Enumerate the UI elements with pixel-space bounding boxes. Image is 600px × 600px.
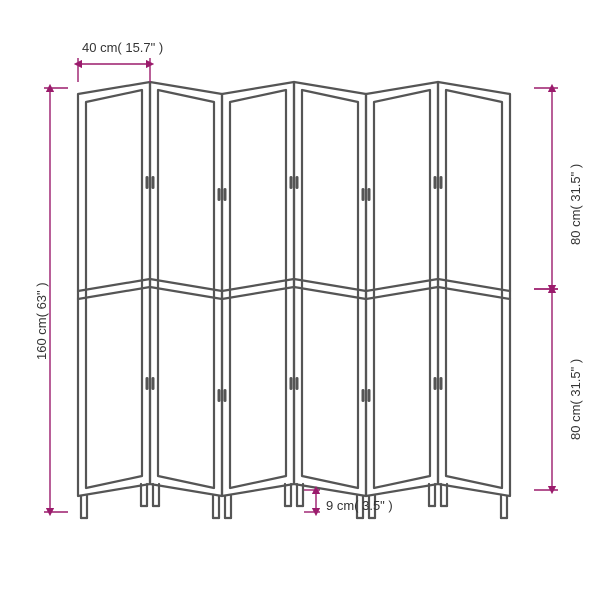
label-lower-height: 80 cm( 31.5" ): [568, 359, 583, 440]
label-panel-width: 40 cm( 15.7" ): [82, 40, 163, 55]
label-total-height: 160 cm( 63" ): [34, 282, 49, 360]
label-upper-height: 80 cm( 31.5" ): [568, 164, 583, 245]
label-leg-height: 9 cm( 3.5" ): [326, 498, 393, 513]
